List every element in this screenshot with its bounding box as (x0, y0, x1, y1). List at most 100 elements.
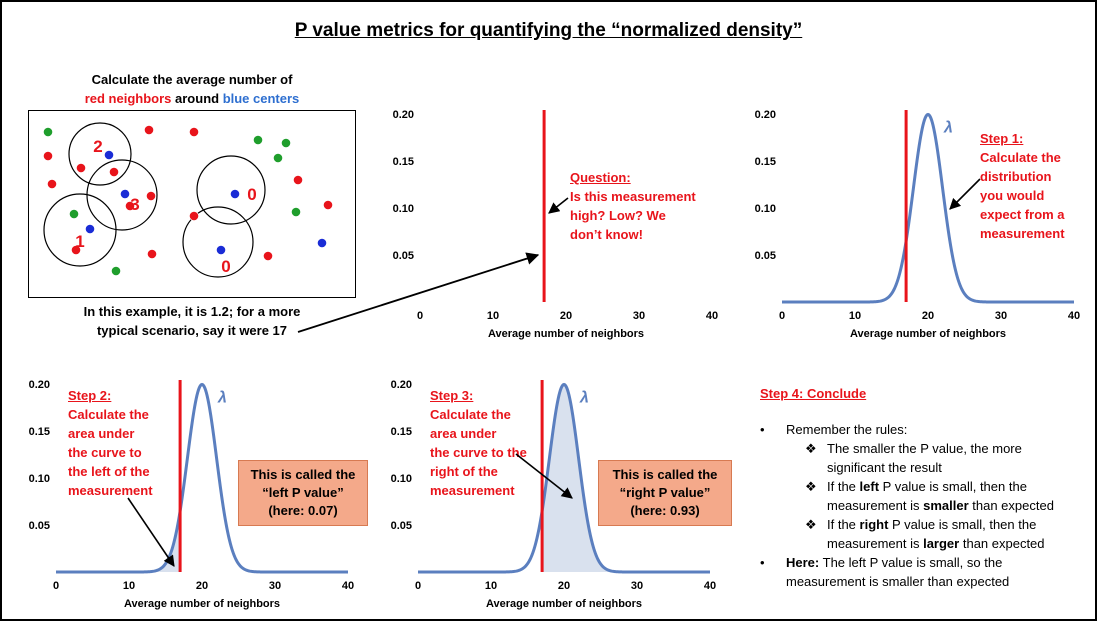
rule1-line2: significant the result (827, 460, 942, 475)
green-dot (281, 138, 291, 148)
chart-left-p-value: 0.20 0.15 0.10 0.05 0 10 20 30 40 Average number … (29, 379, 355, 610)
x-tick-label: 20 (560, 310, 572, 322)
neighbor-example-plot: 2 3 1 0 0 (28, 110, 356, 298)
rule3-d: measurement is (827, 536, 924, 551)
rule2-a: If the (827, 479, 860, 494)
left-callout-line2: “left P value” (262, 485, 344, 500)
blue-center-dot (104, 150, 114, 160)
rule3-right: right (859, 517, 889, 532)
y-tick-label: 0.05 (391, 520, 412, 532)
x-axis-label: Average number of neighbors (488, 328, 644, 340)
green-dot (253, 135, 263, 145)
x-tick-label: 10 (123, 580, 135, 592)
x-tick-label: 0 (415, 580, 421, 592)
step2-text: Step 2: Calculate the area under the cur… (68, 386, 188, 500)
x-tick-label: 20 (558, 580, 570, 592)
step4-rules: • Remember the rules: ❖ The smaller the … (760, 420, 1095, 600)
here-bold: Here: (786, 555, 820, 570)
green-dot (291, 207, 301, 217)
step3-line1: Calculate the (430, 407, 511, 422)
red-neighbor-dot (147, 249, 157, 259)
y-tick-label: 0.15 (391, 426, 412, 438)
blue-center-dot (120, 189, 130, 199)
bullet-glyph: • (760, 422, 765, 437)
blue-center-dot (85, 224, 95, 234)
x-tick-label: 40 (706, 310, 718, 322)
left-p-value-callout: This is called the “left P value” (here:… (238, 460, 368, 526)
step2-line1: Calculate the (68, 407, 149, 422)
right-p-value-callout: This is called the “right P value” (here… (598, 460, 732, 526)
step3-text: Step 3: Calculate the area under the cur… (430, 386, 552, 500)
rule2-line2: measurement is smaller than expected (827, 496, 1095, 515)
expected-distribution-curve (56, 382, 348, 574)
step1-line4: expect from a (980, 207, 1065, 222)
x-tick-label: 40 (1068, 310, 1080, 322)
question-text: Question: Is this measurement high? Low?… (570, 168, 720, 244)
bullet-glyph: • (760, 555, 765, 570)
green-dot (43, 127, 53, 137)
blue-center-dot (317, 238, 327, 248)
red-neighbor-dot (71, 245, 81, 255)
rule2-line1: If the left P value is small, then the (827, 477, 1095, 496)
right-callout-line1: This is called the (612, 467, 718, 482)
x-axis-label: Average number of neighbors (850, 328, 1006, 340)
lambda-label: λ (579, 389, 589, 406)
step2-line3: the curve to (68, 445, 142, 460)
x-axis-label: Average number of neighbors (124, 598, 280, 610)
step1-line1: Calculate the (980, 150, 1061, 165)
neighbor-radius-circle (68, 122, 132, 186)
rule3-line1: If the right P value is small, then the (827, 515, 1095, 534)
x-tick-label: 0 (417, 310, 423, 322)
here-line2: measurement is smaller than expected (786, 574, 1010, 589)
y-tick-label: 0.20 (391, 379, 412, 391)
left-callout-line3: (here: 0.07) (268, 503, 338, 518)
rule3-f: than expected (959, 536, 1045, 551)
rule-1: ❖ The smaller the P value, the more sign… (805, 439, 1095, 477)
here-line1: Here: The left P value is small, so the (786, 553, 1090, 572)
neighbor-radius-circle (43, 193, 117, 267)
here-rest: The left P value is small, so the (819, 555, 1003, 570)
chart-right-p-value: 0.20 0.15 0.10 0.05 0 10 20 30 40 Average number … (391, 379, 717, 610)
neighbor-count-label: 0 (247, 185, 256, 204)
green-dot (111, 266, 121, 276)
step1-line3: you would (980, 188, 1045, 203)
slide-title: P value metrics for quantifying the “nor… (294, 20, 803, 41)
step3-line5: measurement (430, 483, 515, 498)
red-neighbor-dot (109, 167, 119, 177)
question-line3: don’t know! (570, 227, 643, 242)
rule3-a: If the (827, 517, 860, 532)
diamond-glyph: ❖ (805, 517, 817, 532)
red-neighbors-text: red neighbors (84, 91, 172, 106)
rule2-c: P value is small, then the (879, 479, 1027, 494)
step3-line3: the curve to the (430, 445, 527, 460)
neighbor-radius-circle (182, 206, 254, 278)
y-tick-label: 0.10 (755, 203, 776, 215)
x-tick-label: 20 (196, 580, 208, 592)
rule-2: ❖ If the left P value is small, then the… (805, 477, 1095, 515)
neighbor-count-label: 1 (75, 232, 84, 251)
remember-text: Remember the rules: (786, 422, 908, 437)
blue-center-dot (230, 189, 240, 199)
step4-heading: Step 4: Conclude (760, 386, 867, 401)
lambda-label: λ (943, 119, 953, 136)
x-tick-label: 20 (922, 310, 934, 322)
step2-line5: measurement (68, 483, 153, 498)
step2-line4: the left of the (68, 464, 150, 479)
shaded-p-area (542, 384, 710, 572)
y-tick-label: 0.10 (29, 473, 50, 485)
neighbor-count-label: 2 (93, 137, 102, 156)
x-tick-label: 30 (269, 580, 281, 592)
red-neighbor-dot (43, 151, 53, 161)
x-tick-label: 40 (704, 580, 716, 592)
x-tick-label: 0 (53, 580, 59, 592)
rule3-line2: measurement is larger than expected (827, 534, 1095, 553)
y-tick-label: 0.10 (391, 473, 412, 485)
x-tick-label: 30 (995, 310, 1007, 322)
y-tick-label: 0.20 (755, 109, 776, 121)
red-neighbor-dot (323, 200, 333, 210)
y-tick-label: 0.20 (29, 379, 50, 391)
x-tick-label: 10 (849, 310, 861, 322)
y-tick-label: 0.15 (29, 426, 50, 438)
shaded-p-area (56, 511, 181, 572)
